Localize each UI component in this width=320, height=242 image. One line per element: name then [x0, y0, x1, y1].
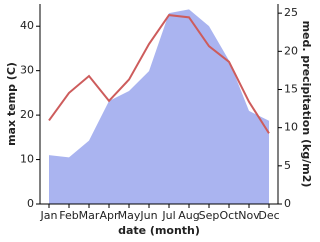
y2-tick-label: 5 — [284, 159, 291, 172]
x-tick-label: Nov — [238, 209, 260, 222]
y-tick-label: 30 — [20, 64, 34, 77]
y2-tick-label: 15 — [284, 82, 298, 95]
temperature-line — [48, 14, 270, 134]
y-axis-label: max temp (C) — [5, 62, 18, 146]
y-tick-label: 0 — [27, 197, 34, 210]
x-tick-label: Jul — [161, 209, 175, 222]
x-tick-label: Jun — [139, 209, 157, 222]
y2-tick-label: 25 — [284, 6, 298, 19]
y2-tick-label: 20 — [284, 44, 298, 57]
precipitation-area — [49, 9, 269, 205]
x-tick-label: Apr — [99, 209, 119, 222]
x-tick-label: Aug — [178, 209, 199, 222]
x-tick-label: Jan — [40, 209, 58, 222]
y2-axis-label: med. precipitation (kg/m2) — [300, 21, 313, 188]
x-tick-label: May — [118, 209, 141, 222]
x-axis-label: date (month) — [118, 224, 200, 237]
y2-tick-label: 10 — [284, 121, 298, 134]
x-tick-label: Mar — [79, 209, 100, 222]
y2-tick-label: 0 — [284, 197, 291, 210]
x-tick-label: Dec — [258, 209, 279, 222]
y-tick-label: 10 — [20, 153, 34, 166]
x-tick-label: Oct — [219, 209, 239, 222]
x-tick-label: Feb — [59, 209, 78, 222]
y-tick-label: 40 — [20, 19, 34, 32]
y-tick-label: 20 — [20, 108, 34, 121]
x-tick-label: Sep — [199, 209, 220, 222]
